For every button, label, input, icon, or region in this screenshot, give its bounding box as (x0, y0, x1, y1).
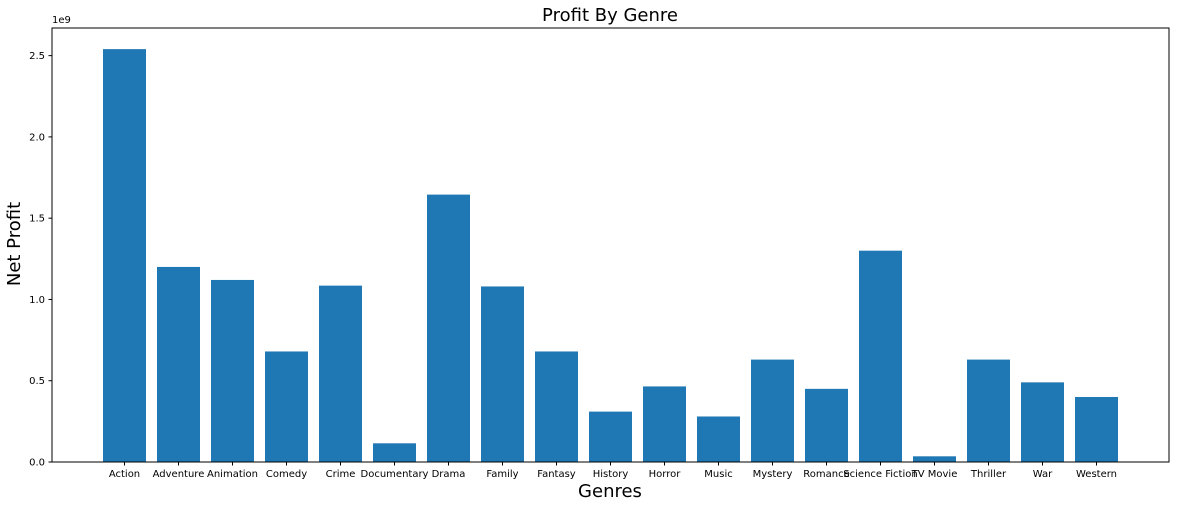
bar-science-fiction (859, 250, 902, 462)
bar-war (1021, 382, 1064, 462)
bar-comedy (265, 351, 308, 462)
x-tick-label: Action (109, 469, 140, 480)
bar-animation (211, 279, 254, 462)
x-tick-label: War (1033, 469, 1053, 480)
y-tick-label: 2.0 (29, 132, 45, 143)
bar-thriller (967, 359, 1010, 462)
bar-family (481, 286, 524, 462)
bar-drama (427, 194, 470, 463)
x-tick-label: Horror (649, 469, 682, 480)
bar-mystery (751, 359, 794, 462)
x-tick-label: Crime (326, 469, 356, 480)
x-tick-label: Music (704, 469, 732, 480)
bar-fantasy (535, 351, 578, 462)
x-tick-label: Family (486, 469, 518, 480)
bar-music (697, 416, 740, 462)
bar-crime (319, 285, 362, 462)
bar-western (1075, 396, 1118, 462)
bar-tv-movie (913, 456, 956, 462)
bars-group (103, 49, 1118, 463)
x-axis: Action Adventure Animation Comedy Crime Docum… (109, 462, 1117, 480)
x-tick-label: Romance (803, 469, 849, 480)
x-tick-label: Mystery (753, 469, 793, 480)
bar-romance (805, 388, 848, 462)
y-tick-label: 0.0 (29, 458, 45, 469)
x-tick-label: Fantasy (537, 469, 576, 480)
x-tick-label: Drama (432, 469, 466, 480)
plot-frame (51, 27, 1170, 463)
bar-documentary (373, 443, 416, 462)
bar-action (103, 49, 146, 463)
x-tick-label: Adventure (153, 469, 205, 480)
y-tick-label: 1.0 (29, 295, 45, 306)
y-axis-offset-label: 1e9 (52, 15, 71, 26)
y-tick-label: 2.5 (29, 51, 45, 62)
bar-adventure (157, 266, 200, 462)
x-tick-label: TV Movie (911, 469, 958, 480)
x-tick-label: History (593, 469, 629, 480)
x-tick-label: Thriller (970, 469, 1007, 480)
x-tick-label: Animation (207, 469, 258, 480)
bar-history (589, 411, 632, 462)
y-axis: 0.0 0.5 1.0 1.5 2.0 2.5 (29, 51, 52, 469)
x-tick-label: Western (1076, 469, 1117, 480)
bar-horror (643, 386, 686, 462)
x-axis-label: Genres (578, 481, 642, 502)
x-tick-label: Comedy (266, 469, 307, 480)
chart-title: Profit By Genre (542, 5, 678, 26)
x-tick-label: Documentary (361, 469, 429, 480)
y-tick-label: 0.5 (29, 376, 45, 387)
x-tick-label: Science Fiction (843, 469, 917, 480)
y-tick-label: 1.5 (29, 214, 45, 225)
y-axis-label: Net Profit (4, 202, 25, 286)
